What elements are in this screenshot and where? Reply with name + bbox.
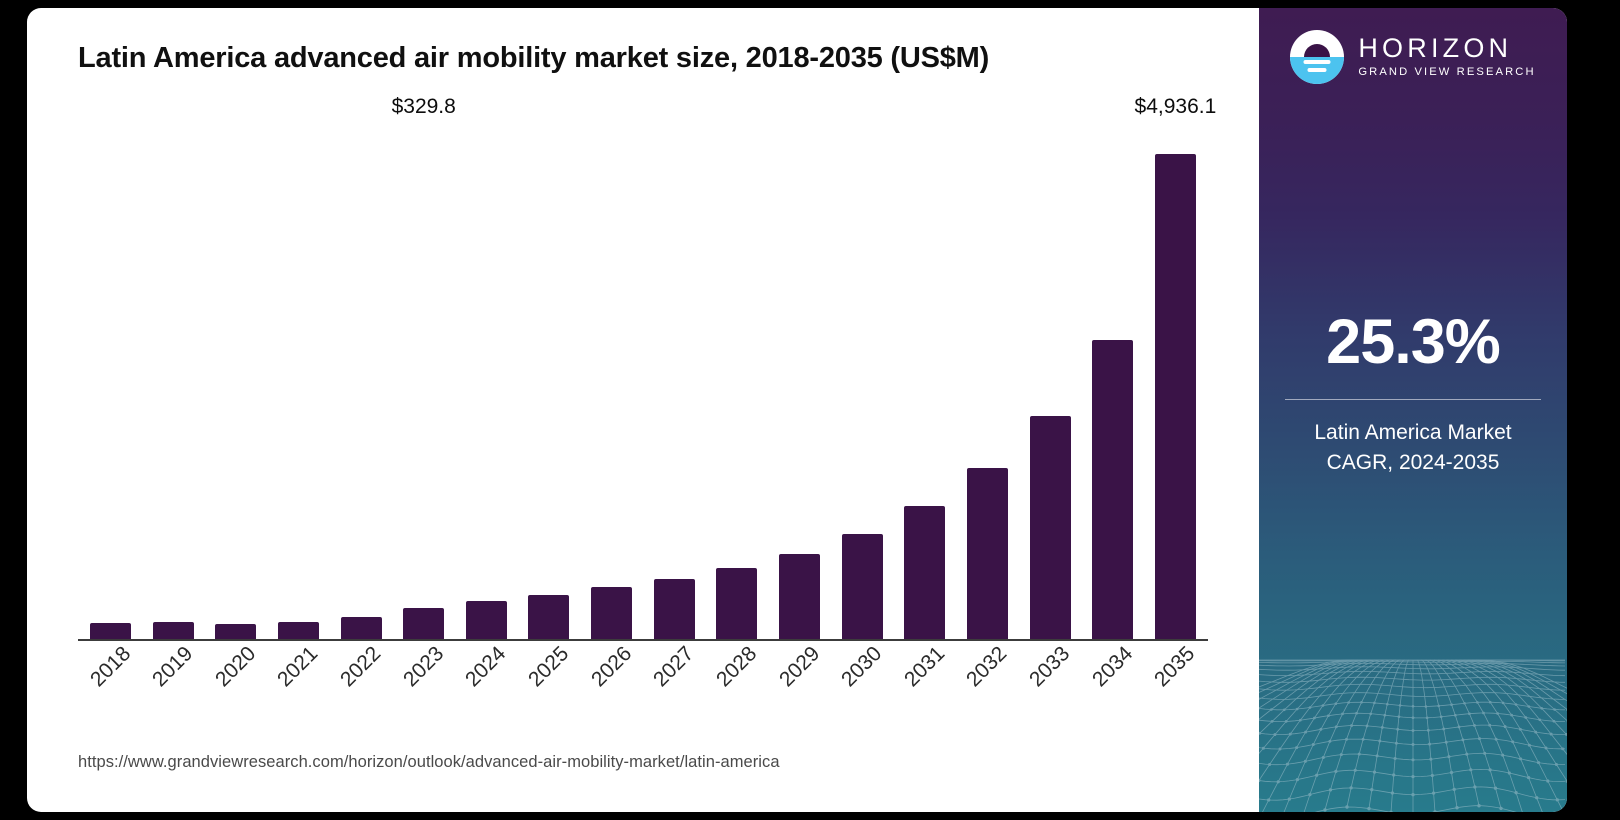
source-url[interactable]: https://www.grandviewresearch.com/horizo…	[78, 753, 780, 771]
bar	[841, 534, 883, 640]
bar-slot	[591, 128, 633, 640]
bar	[90, 623, 131, 640]
logo-dome-shape	[1304, 44, 1331, 57]
bar-slot	[152, 128, 194, 640]
plot-region: $329.8 $4,936.1	[78, 95, 1216, 640]
bar-slot	[1092, 128, 1134, 640]
bar	[716, 568, 758, 640]
cagr-block: 25.3% Latin America Market CAGR, 2024-20…	[1281, 307, 1545, 478]
x-tick-slot: 2023	[399, 641, 448, 731]
x-tick-label: 2027	[649, 641, 699, 692]
logo-bar-upper	[1303, 60, 1331, 64]
x-tick-label: 2020	[210, 641, 261, 692]
x-tick-slot: 2018	[85, 641, 134, 731]
bar-slot	[90, 128, 131, 640]
bar	[1029, 415, 1071, 640]
bar-value-label: $329.8	[391, 95, 456, 118]
bar-slot	[779, 128, 821, 640]
bar	[1092, 339, 1134, 640]
bar-slot	[1029, 128, 1071, 640]
bar	[591, 587, 633, 640]
x-tick-slot: 2026	[587, 641, 636, 731]
x-tick-label: 2030	[837, 641, 887, 692]
x-tick-label: 2023	[398, 641, 448, 692]
logo-word: HORIZON	[1358, 33, 1513, 64]
bar	[528, 594, 570, 640]
bar-slot: $4,936.1	[1135, 95, 1216, 640]
bar	[215, 624, 257, 640]
bar-slot	[653, 128, 695, 640]
x-axis-tick-labels: 2018 2019 2020 2021 2022 2023 2024 2025 2026 2027…	[78, 641, 1208, 731]
bar-slot	[340, 128, 382, 640]
x-tick-slot: 2027	[649, 641, 698, 731]
bar	[1154, 153, 1196, 640]
chart-card: Latin America advanced air mobility mark…	[27, 8, 1567, 812]
bar-slot	[215, 128, 257, 640]
x-tick-label: 2032	[962, 641, 1012, 692]
x-axis-line	[78, 639, 1208, 641]
cagr-caption-line2: CAGR, 2024-2035	[1326, 451, 1500, 475]
horizon-sunset-icon	[1290, 30, 1345, 84]
x-tick-label: 2034	[1087, 641, 1138, 692]
cagr-value: 25.3%	[1326, 307, 1501, 377]
x-tick-label: 2035	[1150, 641, 1200, 692]
x-tick-slot: 2020	[211, 641, 260, 731]
logo-bar-lower	[1307, 68, 1327, 72]
bar	[465, 600, 507, 640]
bar-slot	[528, 128, 570, 640]
x-tick-slot: 2025	[524, 641, 573, 731]
bar-slot	[966, 128, 1008, 640]
bar	[403, 607, 445, 640]
branding-sidebar: HORIZON GRAND VIEW RESEARCH 25.3% Latin …	[1259, 8, 1567, 812]
bar	[966, 468, 1008, 640]
bar-slot	[841, 128, 883, 640]
x-tick-label: 2018	[85, 641, 135, 692]
x-tick-slot: 2031	[900, 641, 949, 731]
x-tick-slot: 2029	[775, 641, 824, 731]
bar	[277, 621, 319, 640]
x-tick-label: 2028	[711, 641, 762, 692]
bar-series: $329.8 $4,936.1	[78, 95, 1216, 640]
x-tick-slot: 2028	[712, 641, 761, 731]
bar	[904, 506, 946, 640]
x-tick-slot: 2030	[837, 641, 886, 731]
bar	[779, 554, 821, 640]
x-tick-slot: 2019	[148, 641, 197, 731]
x-tick-label: 2029	[774, 641, 824, 692]
chart-area: Latin America advanced air mobility mark…	[27, 8, 1259, 812]
x-tick-label: 2019	[148, 641, 198, 692]
x-tick-label: 2033	[1025, 641, 1075, 692]
bar-slot	[465, 128, 507, 640]
x-tick-slot: 2021	[273, 641, 322, 731]
chart-title: Latin America advanced air mobility mark…	[78, 42, 990, 74]
x-tick-slot: 2024	[461, 641, 510, 731]
x-tick-label: 2021	[273, 641, 323, 692]
x-tick-slot: 2032	[962, 641, 1011, 731]
perspective-mesh-graphic	[1259, 659, 1567, 812]
x-tick-label: 2025	[523, 641, 574, 692]
bar-slot	[904, 128, 946, 640]
bar-slot	[277, 128, 319, 640]
cagr-caption-line1: Latin America Market	[1314, 421, 1512, 445]
horizon-logo: HORIZON GRAND VIEW RESEARCH	[1259, 30, 1567, 84]
bar-slot: $329.8	[392, 95, 456, 640]
x-tick-label: 2022	[336, 641, 386, 692]
cagr-divider	[1285, 399, 1541, 401]
x-tick-label: 2031	[899, 641, 950, 692]
bar-value-label: $4,936.1	[1134, 95, 1217, 118]
bar-slot	[716, 128, 758, 640]
x-tick-label: 2024	[461, 641, 511, 692]
bar	[152, 621, 194, 640]
logo-wordmark: HORIZON GRAND VIEW RESEARCH	[1358, 35, 1535, 78]
x-tick-slot: 2022	[336, 641, 385, 731]
x-tick-label: 2026	[586, 641, 636, 692]
x-tick-slot: 2033	[1025, 641, 1074, 731]
bar	[653, 578, 695, 640]
x-tick-slot: 2035	[1150, 641, 1199, 731]
x-tick-slot: 2034	[1088, 641, 1137, 731]
bar	[340, 617, 382, 640]
logo-tagline: GRAND VIEW RESEARCH	[1358, 66, 1536, 79]
